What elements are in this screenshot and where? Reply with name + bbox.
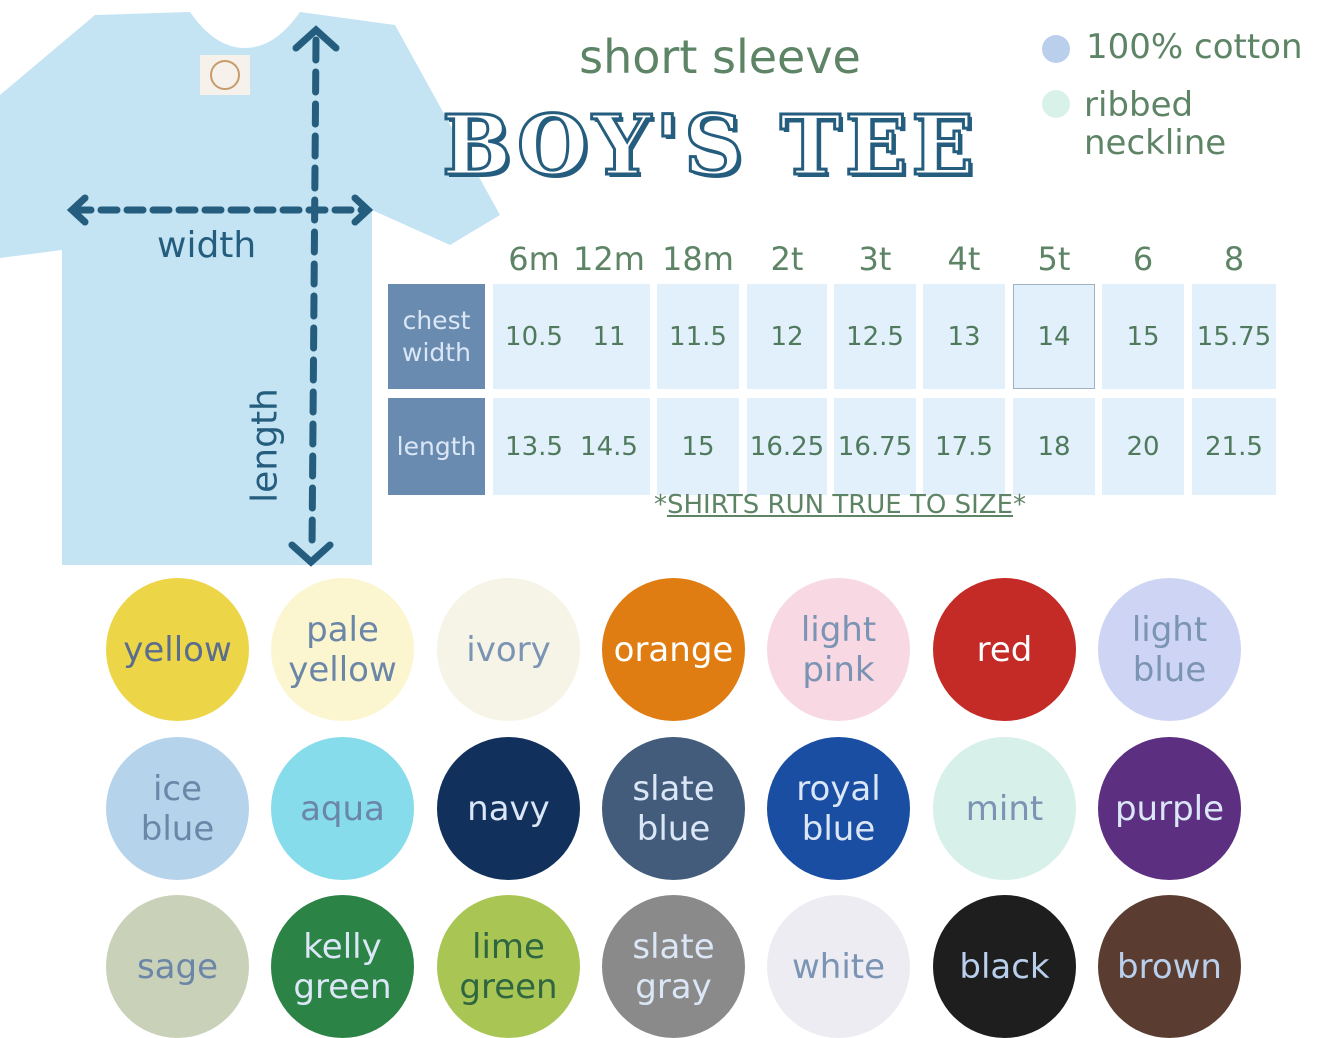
size-header: 5t bbox=[1037, 240, 1071, 278]
page-title: BOY'S TEE bbox=[441, 97, 978, 196]
color-swatch-white[interactable]: white bbox=[767, 895, 910, 1038]
note-text: SHIRTS RUN TRUE TO SIZE bbox=[666, 490, 1014, 520]
size-cell: 12.5 bbox=[834, 284, 916, 389]
color-swatch-brown[interactable]: brown bbox=[1098, 895, 1241, 1038]
swatch-label: red bbox=[976, 629, 1033, 670]
swatch-label: ivory bbox=[466, 629, 551, 670]
length-arrow-bottom-head bbox=[288, 541, 334, 567]
size-cell: 18 bbox=[1013, 398, 1095, 495]
row-label: chest width bbox=[388, 284, 485, 389]
length-label: length bbox=[244, 388, 286, 503]
width-arrow-left-head bbox=[66, 194, 89, 226]
size-note: *SHIRTS RUN TRUE TO SIZE* bbox=[560, 490, 1120, 520]
color-swatch-royal-blue[interactable]: royal blue bbox=[767, 737, 910, 880]
swatch-label: mint bbox=[965, 788, 1044, 829]
color-swatch-red[interactable]: red bbox=[933, 578, 1076, 721]
feature-neckline: ribbed neckline bbox=[1084, 85, 1227, 163]
color-swatch-aqua[interactable]: aqua bbox=[271, 737, 414, 880]
color-swatch-light-pink[interactable]: light pink bbox=[767, 578, 910, 721]
swatch-label: navy bbox=[467, 788, 550, 829]
color-swatch-ivory[interactable]: ivory bbox=[437, 578, 580, 721]
tee-shirt-shape bbox=[0, 12, 500, 565]
size-header: 12m bbox=[573, 240, 645, 278]
size-header: 6 bbox=[1132, 240, 1154, 278]
feature-cotton: 100% cotton bbox=[1086, 27, 1303, 67]
subtitle: short sleeve bbox=[579, 30, 861, 84]
color-swatch-kelly-green[interactable]: kelly green bbox=[271, 895, 414, 1038]
length-arrow-line bbox=[308, 36, 320, 554]
size-header: 8 bbox=[1223, 240, 1245, 278]
color-swatch-lime-green[interactable]: lime green bbox=[437, 895, 580, 1038]
size-cell: 15.75 bbox=[1192, 284, 1276, 389]
swatch-label: kelly green bbox=[293, 926, 392, 1007]
color-swatch-purple[interactable]: purple bbox=[1098, 737, 1241, 880]
size-header: 18m bbox=[662, 240, 734, 278]
size-cell: 14.5 bbox=[568, 398, 650, 495]
size-cell: 12 bbox=[747, 284, 827, 389]
size-cell: 13 bbox=[923, 284, 1005, 389]
swatch-label: orange bbox=[613, 629, 734, 670]
cotton-dot-icon bbox=[1042, 35, 1070, 63]
width-label: width bbox=[157, 225, 257, 266]
size-cell: 13.5 bbox=[493, 398, 575, 495]
width-arrow-right-head bbox=[351, 194, 374, 226]
size-cell: 11.5 bbox=[657, 284, 739, 389]
color-swatch-mint[interactable]: mint bbox=[933, 737, 1076, 880]
color-swatch-slate-gray[interactable]: slate gray bbox=[602, 895, 745, 1038]
swatch-label: purple bbox=[1114, 788, 1225, 829]
swatch-label: brown bbox=[1117, 946, 1222, 987]
size-cell: 17.5 bbox=[923, 398, 1005, 495]
size-header: 6m bbox=[508, 240, 560, 278]
swatch-label: white bbox=[791, 946, 886, 987]
size-cell: 20 bbox=[1102, 398, 1184, 495]
color-swatch-navy[interactable]: navy bbox=[437, 737, 580, 880]
size-header: 4t bbox=[947, 240, 981, 278]
tee-shirt-diagram bbox=[0, 12, 500, 567]
swatch-label: lime green bbox=[459, 926, 558, 1007]
size-header: 3t bbox=[858, 240, 892, 278]
color-swatch-pale-yellow[interactable]: pale yellow bbox=[271, 578, 414, 721]
swatch-label: aqua bbox=[300, 788, 385, 829]
size-header: 2t bbox=[770, 240, 804, 278]
swatch-label: black bbox=[959, 946, 1050, 987]
color-swatch-light-blue[interactable]: light blue bbox=[1098, 578, 1241, 721]
color-swatch-slate-blue[interactable]: slate blue bbox=[602, 737, 745, 880]
swatch-label: light pink bbox=[800, 609, 877, 690]
swatch-label: yellow bbox=[123, 629, 232, 670]
swatch-label: slate blue bbox=[632, 768, 715, 849]
size-cell: 14 bbox=[1013, 284, 1095, 389]
swatch-label: royal blue bbox=[796, 768, 881, 849]
color-swatch-sage[interactable]: sage bbox=[106, 895, 249, 1038]
size-cell: 16.25 bbox=[747, 398, 827, 495]
color-swatch-ice-blue[interactable]: ice blue bbox=[106, 737, 249, 880]
color-swatch-yellow[interactable]: yellow bbox=[106, 578, 249, 721]
row-label: length bbox=[388, 398, 485, 495]
swatch-label: pale yellow bbox=[288, 609, 397, 690]
length-arrow-top-head bbox=[292, 25, 340, 52]
swatch-label: sage bbox=[136, 946, 219, 987]
note-asterisk: * bbox=[1013, 490, 1027, 520]
swatch-label: slate gray bbox=[632, 926, 715, 1007]
neckline-dot-icon bbox=[1042, 90, 1070, 118]
size-cell: 10.5 bbox=[493, 284, 575, 389]
swatch-label: light blue bbox=[1131, 609, 1208, 690]
size-cell: 21.5 bbox=[1192, 398, 1276, 495]
size-cell: 15 bbox=[657, 398, 739, 495]
brand-logo-icon bbox=[210, 60, 240, 90]
size-cell: 15 bbox=[1102, 284, 1184, 389]
size-cell: 11 bbox=[568, 284, 650, 389]
color-swatch-orange[interactable]: orange bbox=[602, 578, 745, 721]
size-cell: 16.75 bbox=[834, 398, 916, 495]
note-asterisk: * bbox=[653, 490, 667, 520]
swatch-label: ice blue bbox=[140, 768, 215, 849]
color-swatch-black[interactable]: black bbox=[933, 895, 1076, 1038]
